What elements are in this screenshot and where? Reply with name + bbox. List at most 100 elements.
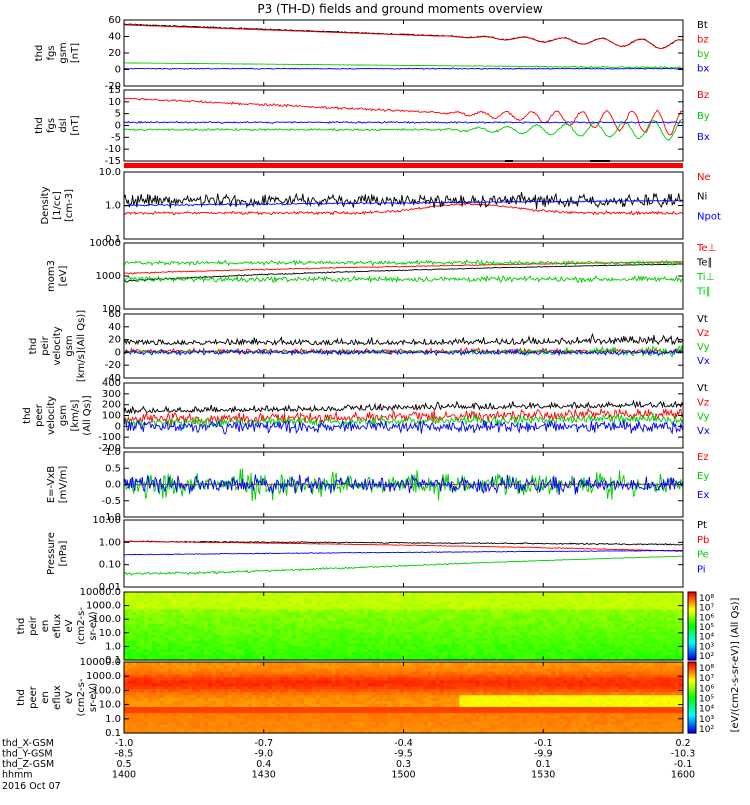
heatmap-cell (176, 649, 181, 652)
series-line-peir-2 (124, 345, 683, 356)
heatmap-cell (639, 632, 644, 635)
y-axis-label-line: [nT] (70, 115, 81, 135)
heatmap-cell (196, 592, 201, 595)
heatmap-cell (575, 615, 580, 618)
heatmap-cell (563, 649, 568, 652)
heatmap-cell (443, 592, 448, 595)
heatmap-cell (308, 606, 313, 609)
y-tick-label: 10000 (89, 238, 121, 249)
heatmap-cell (300, 640, 305, 643)
heatmap-cell (284, 598, 289, 601)
heatmap-cell (463, 592, 468, 595)
heatmap-cell (124, 632, 129, 635)
heatmap-cell (128, 598, 133, 601)
heatmap-cell (268, 649, 273, 652)
heatmap-cell (168, 649, 173, 652)
heatmap-cell (527, 615, 532, 618)
heatmap-cell (396, 623, 401, 626)
y-axis-label-line: en (40, 620, 51, 633)
heatmap-cell (212, 592, 217, 595)
heatmap-cell (344, 592, 349, 595)
y-axis-label-line: [km/s] (70, 399, 81, 431)
heatmap-cell (220, 623, 225, 626)
heatmap-cell (328, 662, 333, 666)
heatmap-cell (567, 592, 572, 595)
heatmap-cell (551, 632, 556, 635)
heatmap-cell (439, 592, 444, 595)
heatmap-cell (352, 640, 357, 643)
heatmap-cell (132, 615, 137, 618)
heatmap-cell (124, 615, 129, 618)
heatmap-cell (635, 615, 640, 618)
heatmap-cell (639, 640, 644, 643)
heatmap-cell (503, 606, 508, 609)
legend-peer-3: Vx (697, 426, 710, 437)
heatmap-cell (587, 606, 592, 609)
y-axis-label-line: [nPa] (58, 540, 69, 566)
heatmap-cell (208, 623, 213, 626)
heatmap-cell (124, 592, 129, 595)
heatmap-cell (172, 632, 177, 635)
heatmap-cell (384, 598, 389, 601)
heatmap-cell (192, 649, 197, 652)
heatmap-cell (136, 606, 141, 609)
heatmap-cell (603, 640, 608, 643)
heatmap-cell (575, 598, 580, 601)
heatmap-cell (164, 662, 169, 666)
heatmap-cell (547, 649, 552, 652)
y-tick-label: 1000 (96, 271, 121, 282)
heatmap-cell (232, 592, 237, 595)
heatmap-cell (236, 592, 241, 595)
heatmap-cell (344, 615, 349, 618)
heatmap-cell (200, 649, 205, 652)
heatmap-cell (495, 606, 500, 609)
heatmap-cell (296, 606, 301, 609)
heatmap-cell (439, 606, 444, 609)
heatmap-cell (643, 649, 648, 652)
heatmap-cell (663, 598, 668, 601)
heatmap-cell (531, 649, 536, 652)
heatmap-cell (372, 606, 377, 609)
heatmap-cell (531, 640, 536, 643)
heatmap-cell (296, 592, 301, 595)
heatmap-cell (164, 592, 169, 595)
heatmap-cell (655, 598, 660, 601)
heatmap-cell (248, 606, 253, 609)
heatmap-cell (136, 615, 141, 618)
heatmap-cell (471, 632, 476, 635)
heatmap-cell (144, 640, 149, 643)
heatmap-cell (539, 615, 544, 618)
heatmap-cell (408, 598, 413, 601)
heatmap-cell (396, 606, 401, 609)
heatmap-cell (304, 606, 309, 609)
heatmap-cell (479, 615, 484, 618)
heatmap-cell (348, 632, 353, 635)
heatmap-cell (443, 640, 448, 643)
heatmap-cell (216, 632, 221, 635)
legend-density-1: Ni (697, 192, 707, 203)
heatmap-cell (511, 615, 516, 618)
heatmap-cell (639, 598, 644, 601)
heatmap-cell (455, 632, 460, 635)
y-tick-label: 60 (108, 15, 121, 26)
heatmap-cell (312, 662, 317, 666)
heatmap-cell (619, 615, 624, 618)
heatmap-cell (372, 615, 377, 618)
heatmap-cell (172, 640, 177, 643)
heatmap-cell (152, 615, 157, 618)
heatmap-cell (619, 632, 624, 635)
heatmap-cell (360, 632, 365, 635)
heatmap-cell (236, 598, 241, 601)
heatmap-cell (527, 649, 532, 652)
heatmap-cell (300, 615, 305, 618)
heatmap-cell (404, 606, 409, 609)
heatmap-cell (599, 623, 604, 626)
heatmap-cell (212, 615, 217, 618)
y-axis-label-pressure: Pressure[nPa] (46, 532, 69, 575)
heatmap-cell (559, 623, 564, 626)
heatmap-cell (156, 592, 161, 595)
heatmap-cell (128, 615, 133, 618)
heatmap-cell (420, 592, 425, 595)
heatmap-cell (507, 606, 512, 609)
